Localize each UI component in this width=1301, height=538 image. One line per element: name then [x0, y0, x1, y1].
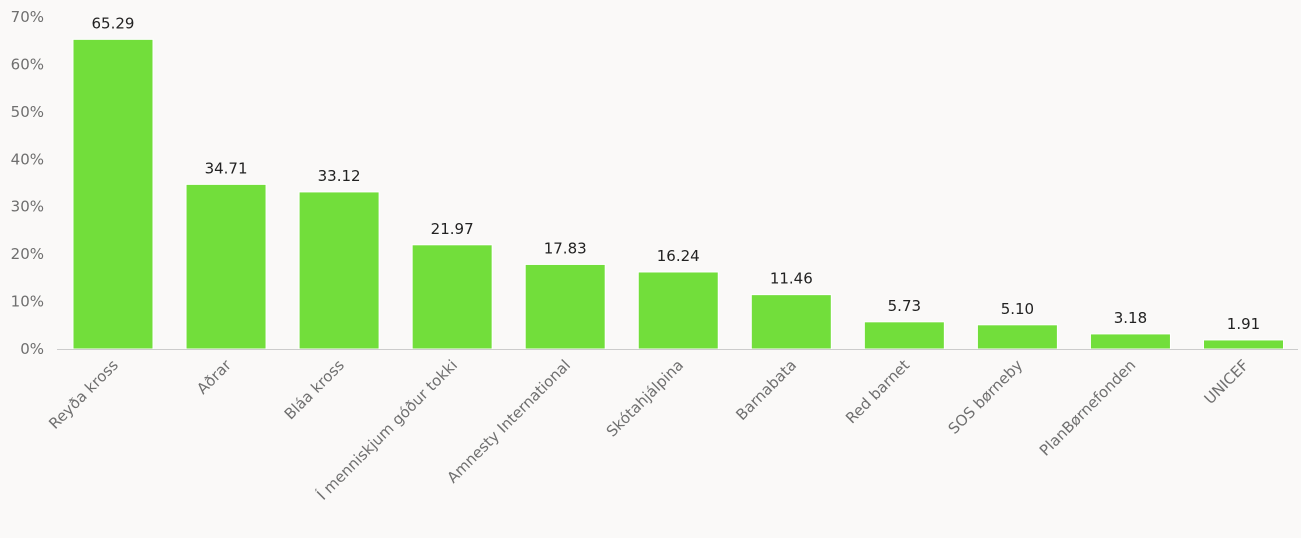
- data-label: 34.71: [205, 159, 248, 177]
- y-axis: 0% 10% 20% 30% 40% 50% 60% 70%: [11, 8, 44, 358]
- x-tick-label: Bláa kross: [281, 356, 348, 423]
- bar: [72, 38, 154, 350]
- x-tick-label: Reyða kross: [45, 356, 122, 433]
- x-tick-label: Amnesty International: [443, 356, 574, 487]
- data-label: 1.91: [1227, 315, 1260, 333]
- data-label: 5.73: [888, 297, 921, 315]
- x-tick-label: Barnabata: [732, 356, 800, 424]
- bar: [411, 244, 493, 350]
- x-tick-label: Red barnet: [842, 356, 913, 427]
- y-tick-label: 10%: [11, 293, 44, 311]
- bar: [1203, 339, 1284, 350]
- data-label: 3.18: [1114, 309, 1147, 327]
- x-tick-label: Skótahjálpina: [603, 356, 687, 440]
- x-tick-label: SOS børneby: [945, 356, 1027, 438]
- y-tick-label: 40%: [11, 150, 44, 168]
- bar: [185, 183, 267, 350]
- x-tick-label: UNICEF: [1201, 356, 1253, 408]
- bars-group: [72, 38, 1284, 350]
- data-label: 33.12: [318, 167, 361, 185]
- bar: [637, 271, 719, 350]
- bar: [1089, 333, 1171, 350]
- y-tick-label: 70%: [11, 8, 44, 26]
- y-tick-label: 50%: [11, 103, 44, 121]
- x-tick-label: Aðrar: [193, 356, 235, 398]
- data-label: 11.46: [770, 270, 813, 288]
- y-tick-label: 60%: [11, 55, 44, 73]
- data-label: 5.10: [1001, 300, 1034, 318]
- y-tick-label: 20%: [11, 245, 44, 263]
- bar: [750, 294, 832, 350]
- data-label: 21.97: [431, 220, 474, 238]
- y-tick-label: 0%: [20, 340, 44, 358]
- bar: [298, 191, 380, 350]
- bar: [863, 321, 945, 350]
- bar: [524, 263, 606, 350]
- data-labels-group: 65.29 34.71 33.12 21.97 17.83 16.24 11.46 5.73 5…: [92, 14, 1261, 333]
- bar: [976, 324, 1058, 350]
- y-tick-label: 30%: [11, 198, 44, 216]
- x-tick-label: PlanBørnefonden: [1036, 356, 1139, 459]
- data-label: 65.29: [92, 14, 135, 32]
- data-label: 16.24: [657, 247, 700, 265]
- data-label: 17.83: [544, 239, 587, 257]
